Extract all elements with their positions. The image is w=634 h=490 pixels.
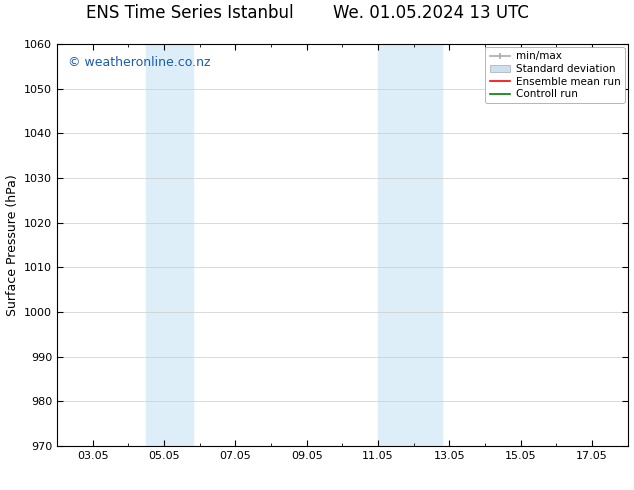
Y-axis label: Surface Pressure (hPa): Surface Pressure (hPa) (6, 174, 18, 316)
Text: © weatheronline.co.nz: © weatheronline.co.nz (68, 56, 211, 69)
Bar (146, 44, 193, 446)
Text: We. 01.05.2024 13 UTC: We. 01.05.2024 13 UTC (333, 4, 529, 22)
Text: ENS Time Series Istanbul: ENS Time Series Istanbul (86, 4, 294, 22)
Legend: min/max, Standard deviation, Ensemble mean run, Controll run: min/max, Standard deviation, Ensemble me… (486, 47, 624, 103)
Bar (378, 44, 443, 446)
